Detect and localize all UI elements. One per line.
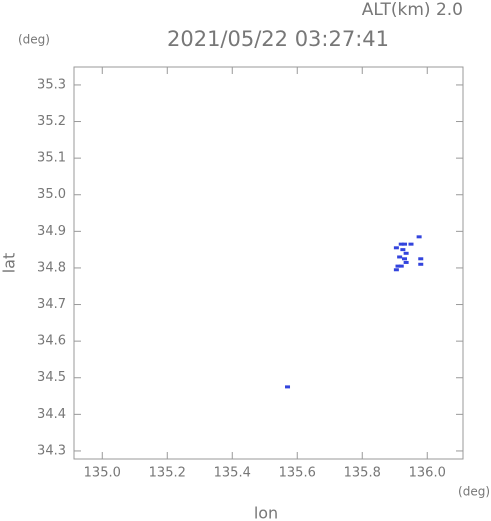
- echo-point: [393, 246, 399, 250]
- chart-title: 2021/05/22 03:27:41: [167, 27, 389, 51]
- echo-point: [285, 385, 291, 389]
- y-tick-label: 35.3: [37, 77, 66, 92]
- y-tick-label: 35.2: [37, 114, 66, 129]
- y-axis-label: lat: [0, 253, 19, 274]
- plot-frame: [73, 66, 464, 460]
- y-tick-label: 34.3: [37, 443, 66, 458]
- echo-point: [395, 264, 401, 268]
- x-tick-label: 135.2: [149, 466, 186, 481]
- y-tick-label: 34.4: [37, 407, 66, 422]
- echo-point: [397, 255, 403, 259]
- echo-point: [398, 264, 404, 268]
- x-tick-label: 135.8: [344, 466, 381, 481]
- y-tick-label: 34.6: [37, 334, 66, 349]
- echo-point: [416, 235, 422, 239]
- y-unit: (deg): [18, 33, 50, 47]
- x-unit: (deg): [458, 485, 490, 499]
- echo-point: [403, 251, 409, 255]
- y-tick-label: 35.1: [37, 151, 66, 166]
- echo-point: [403, 260, 409, 264]
- altitude-label: ALT(km) 2.0: [362, 0, 463, 20]
- echo-point: [408, 242, 414, 246]
- echo-point: [418, 262, 424, 266]
- y-tick-label: 34.7: [37, 297, 66, 312]
- echo-point: [402, 257, 408, 261]
- y-tick-label: 34.9: [37, 224, 66, 239]
- y-tick-label: 34.5: [37, 370, 66, 385]
- y-tick-label: 34.8: [37, 260, 66, 275]
- echo-point: [402, 242, 408, 246]
- echo-point: [418, 257, 424, 261]
- echo-point: [398, 242, 404, 246]
- y-tick-label: 35.0: [37, 187, 66, 202]
- x-tick-label: 135.4: [214, 466, 251, 481]
- echo-point: [393, 268, 399, 272]
- x-axis-label: lon: [254, 504, 278, 521]
- x-tick-label: 135.0: [84, 466, 121, 481]
- echo-point: [400, 248, 406, 252]
- x-tick-label: 136.0: [409, 466, 446, 481]
- x-tick-label: 135.6: [279, 466, 316, 481]
